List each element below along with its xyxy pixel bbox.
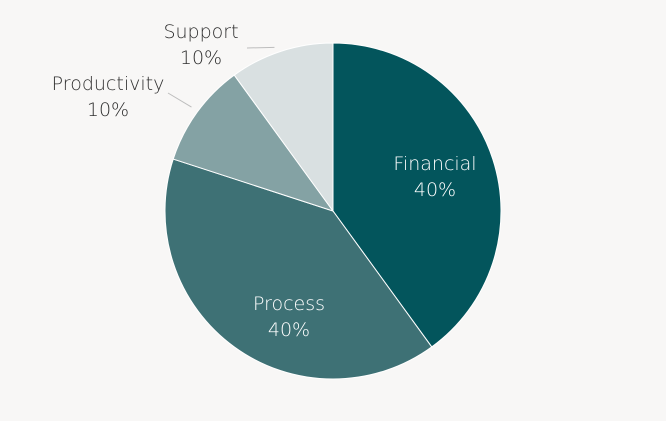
slice-label-support: Support: [163, 21, 238, 43]
slice-label-productivity: Productivity: [52, 73, 165, 95]
slice-label-financial: Financial: [393, 153, 476, 175]
pie-slice-productivity: [172, 74, 335, 212]
slice-value-support: 10%: [180, 47, 222, 69]
pie-slices: [164, 42, 502, 380]
pie-slice-financial: [332, 42, 502, 348]
leader-line-support: [246, 46, 275, 49]
slice-value-productivity: 10%: [87, 99, 129, 121]
leader-line-productivity: [167, 92, 192, 108]
slice-label-process: Process: [253, 293, 325, 315]
pie-slice-process: [164, 158, 433, 380]
leader-lines: [167, 46, 275, 108]
slice-value-process: 40%: [268, 319, 310, 341]
slice-value-financial: 40%: [414, 179, 456, 201]
slice-labels: Financial 40% Process 40% Productivity 10% Sup…: [52, 21, 477, 341]
pie-slice-support: [233, 42, 334, 213]
